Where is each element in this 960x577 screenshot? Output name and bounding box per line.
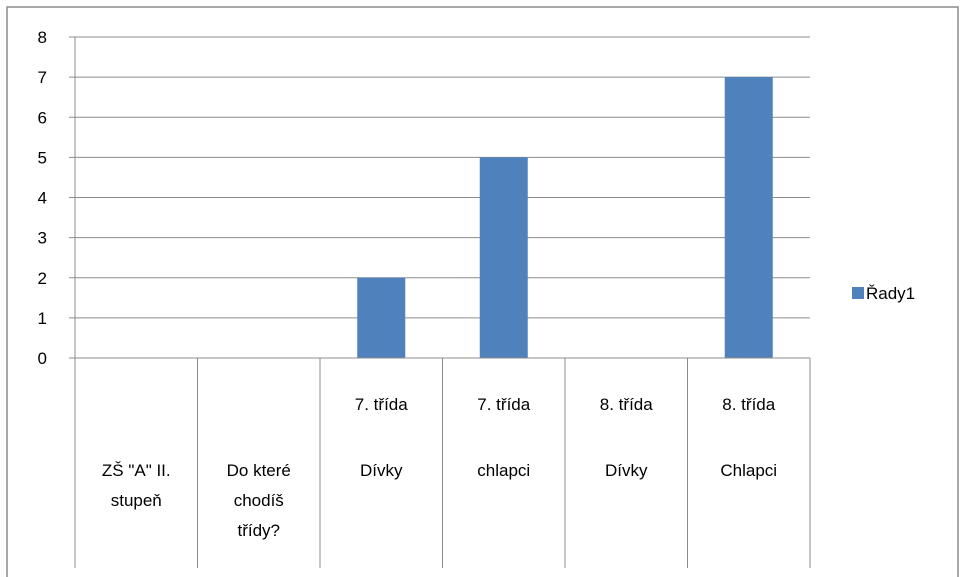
category-label: Dívky xyxy=(605,461,648,480)
y-tick-label: 8 xyxy=(38,28,47,47)
category-label: Chlapci xyxy=(720,461,777,480)
category-label: chodíš xyxy=(234,491,284,510)
category-label: chlapci xyxy=(477,461,530,480)
category-label: Dívky xyxy=(360,461,403,480)
category-label: 8. třída xyxy=(722,395,775,414)
axes xyxy=(69,36,811,568)
y-tick-label: 2 xyxy=(38,269,47,288)
bar xyxy=(724,77,773,358)
category-labels: ZŠ "A" II. stupeň Do které chodíš třídy? 7. t… xyxy=(102,395,777,540)
category-label: 8. třída xyxy=(600,395,653,414)
y-tick-label: 6 xyxy=(38,108,47,127)
y-tick-label: 0 xyxy=(38,349,47,368)
y-tick-labels: 0 1 2 3 4 5 6 7 8 xyxy=(38,28,47,368)
category-label: třídy? xyxy=(237,521,280,540)
gridlines xyxy=(75,36,810,319)
category-label: stupeň xyxy=(111,491,162,510)
legend-swatch xyxy=(852,287,864,299)
y-tick-label: 5 xyxy=(38,148,47,167)
y-tick-label: 4 xyxy=(38,189,47,208)
legend: Řady1 xyxy=(852,284,915,303)
y-tick-label: 1 xyxy=(38,309,47,328)
bar xyxy=(479,157,528,358)
bar xyxy=(357,277,406,358)
category-label: 7. třída xyxy=(355,395,408,414)
category-label: ZŠ "A" II. xyxy=(102,461,171,480)
category-label: Do které xyxy=(227,461,291,480)
category-label: 7. třída xyxy=(477,395,530,414)
legend-label: Řady1 xyxy=(866,284,915,303)
y-tick-label: 7 xyxy=(38,68,47,87)
bars xyxy=(357,77,773,358)
y-tick-label: 3 xyxy=(38,229,47,248)
